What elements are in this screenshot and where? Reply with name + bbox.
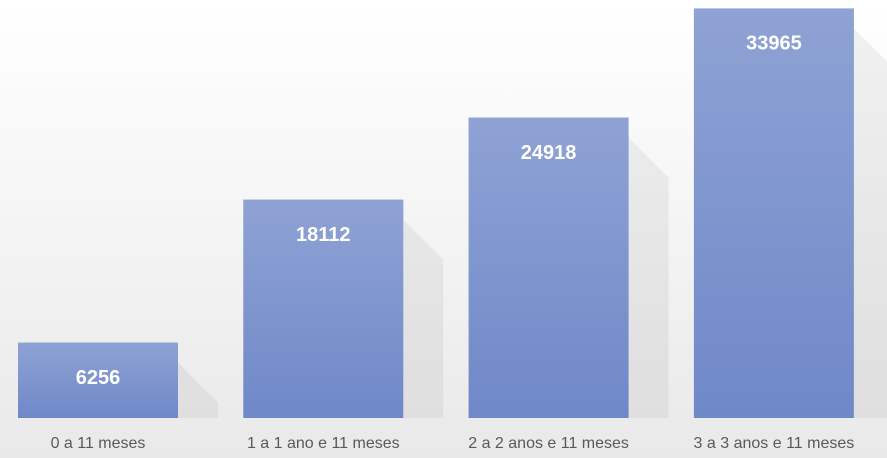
bar-shadow bbox=[403, 219, 444, 418]
bar-sheen bbox=[243, 199, 404, 418]
x-tick-label: 2 a 2 anos e 11 meses bbox=[468, 435, 629, 452]
bar-shadow bbox=[178, 362, 218, 418]
bar-sheen bbox=[18, 342, 178, 418]
value-label: 18112 bbox=[296, 224, 351, 246]
value-label: 24918 bbox=[521, 142, 577, 164]
bar-shadow bbox=[628, 137, 669, 418]
bar-sheen bbox=[468, 117, 629, 418]
bar-sheen bbox=[693, 8, 854, 419]
x-tick-label: 0 a 11 meses bbox=[51, 435, 146, 452]
value-label: 6256 bbox=[76, 367, 121, 389]
value-label: 33965 bbox=[746, 33, 802, 55]
x-tick-label: 1 a 1 ano e 11 meses bbox=[247, 435, 400, 452]
x-tick-label: 3 a 3 anos e 11 meses bbox=[694, 435, 855, 452]
bar-shadow bbox=[853, 28, 887, 418]
